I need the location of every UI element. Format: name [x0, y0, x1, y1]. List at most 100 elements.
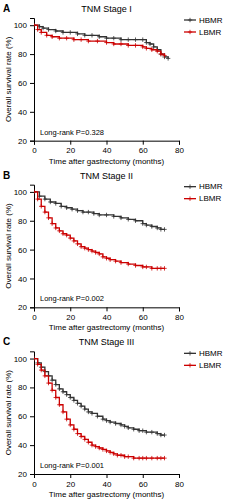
tick-label: 40 [18, 441, 27, 450]
censor-marker [104, 40, 108, 44]
panel-label: C [3, 336, 10, 347]
censor-marker [34, 356, 36, 360]
tick-label: 60 [139, 480, 148, 489]
legend-label: HBMR [199, 182, 223, 191]
tick: 40 [18, 275, 34, 284]
legend: HBMRLBMR [184, 182, 223, 203]
censor-marker [64, 233, 68, 237]
censor-marker [131, 456, 135, 460]
censor-marker [119, 42, 123, 46]
tick-mark [107, 307, 108, 311]
tick-label: 60 [139, 146, 148, 155]
tick: 20 [66, 474, 75, 489]
censor-marker [39, 204, 43, 208]
censor-marker [144, 265, 148, 269]
legend-marker [188, 363, 192, 367]
censor-marker [57, 387, 61, 391]
tick-mark [30, 250, 34, 251]
legend-label: LBMR [199, 361, 221, 370]
censor-marker [61, 30, 65, 34]
tick-mark [107, 474, 108, 478]
legend-label: HBMR [199, 16, 223, 25]
censor-marker [86, 440, 90, 444]
tick-mark [107, 141, 108, 145]
censor-marker [54, 29, 58, 33]
title: TNM Stage III [79, 337, 135, 347]
tick-mark [179, 474, 180, 478]
censor-marker [43, 374, 47, 378]
tick: 40 [103, 474, 112, 489]
tick-label: 80 [175, 313, 184, 322]
censor-marker [131, 427, 135, 431]
censor-marker [150, 456, 154, 460]
censor-marker [44, 33, 48, 37]
censor-marker [126, 262, 130, 266]
tick-mark [179, 307, 180, 311]
censor-marker [90, 33, 94, 37]
tick: 60 [18, 246, 34, 255]
censor-marker [79, 434, 83, 438]
tick: 60 [18, 79, 34, 88]
censor-marker [113, 259, 117, 263]
tick: 60 [139, 307, 148, 322]
tick: 20 [18, 303, 34, 312]
censor-marker [48, 200, 52, 204]
tick-label: 0 [32, 480, 37, 489]
censor-marker [162, 433, 166, 437]
tick-mark [30, 387, 34, 388]
legend-marker [188, 196, 192, 200]
censor-marker [39, 368, 43, 372]
censor-marker [126, 426, 130, 430]
censor-marker [97, 252, 101, 256]
tick-label: 60 [18, 412, 27, 421]
panel-label: B [3, 170, 10, 181]
tick-mark [30, 416, 34, 417]
survival-curve [34, 192, 165, 230]
censor-marker [144, 46, 148, 50]
tick-label: 100 [14, 21, 28, 30]
axis-line [30, 185, 35, 308]
tick-mark [143, 474, 144, 478]
censor-marker [39, 30, 43, 34]
annotation: Long-rank P=0.002 [40, 294, 104, 303]
tick-label: 20 [66, 146, 75, 155]
title: TNM Stage I [81, 4, 132, 14]
censor-marker [112, 214, 116, 218]
y-axis: 20 40 60 80 100 [14, 185, 35, 312]
censor-marker [126, 43, 130, 47]
tick-mark [30, 474, 34, 475]
censor-marker [75, 32, 79, 36]
censor-marker [75, 242, 79, 246]
tick-mark [30, 112, 34, 113]
legend-label: LBMR [199, 28, 221, 37]
tick-label: 100 [14, 355, 28, 364]
plot-area [34, 190, 167, 271]
tick: 80 [18, 217, 34, 226]
censor-marker [57, 36, 61, 40]
tick-label: 20 [18, 470, 27, 479]
censor-marker [72, 427, 76, 431]
censor-marker [34, 190, 36, 194]
censor-marker [64, 206, 68, 210]
censor-marker [162, 456, 166, 460]
censor-marker [97, 35, 101, 39]
censor-marker [162, 266, 166, 270]
tick: 100 [14, 188, 34, 197]
y-axis-title: Overall survival rate (%) [4, 370, 13, 456]
panel-label: A [3, 3, 10, 14]
censor-marker [75, 208, 79, 212]
tick: 20 [18, 137, 34, 146]
tick: 100 [14, 355, 34, 364]
censor-marker [119, 216, 123, 220]
censor-marker [83, 33, 87, 37]
censor-marker [97, 213, 101, 217]
tick-label: 40 [103, 313, 112, 322]
censor-marker [54, 201, 58, 205]
censor-marker [133, 219, 137, 223]
censor-marker [75, 401, 79, 405]
tick: 80 [18, 50, 34, 59]
tick-label: 40 [103, 146, 112, 155]
tick-mark [30, 54, 34, 55]
censor-marker [133, 263, 137, 267]
censor-marker [113, 421, 117, 425]
